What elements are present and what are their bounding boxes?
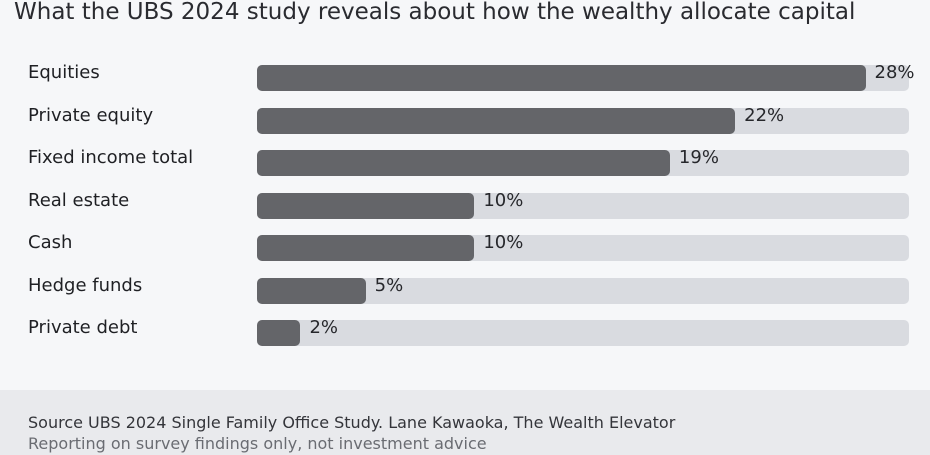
category-label: Private equity	[28, 104, 154, 126]
data-label: 19%	[678, 147, 719, 168]
category-label: Fixed income total	[28, 147, 194, 168]
bar-track	[257, 107, 909, 134]
category-label: Private debt	[28, 317, 138, 338]
bar-row: Real estate 10%	[0, 189, 930, 219]
category-label: Real estate	[28, 189, 130, 211]
disclaimer-text: Reporting on survey findings only, not i…	[28, 434, 487, 453]
bar-row: Fixed income total 19%	[0, 148, 930, 176]
bar-row: Equities 28%	[0, 63, 930, 91]
bar	[257, 192, 475, 219]
category-label: Cash	[28, 232, 73, 253]
bar-row: Private equity 22%	[0, 104, 930, 134]
bar	[257, 235, 475, 261]
bar-track	[257, 65, 909, 91]
category-label: Hedge funds	[28, 274, 143, 296]
source-text: Source UBS 2024 Single Family Office Stu…	[28, 413, 676, 432]
bar-track	[257, 277, 909, 304]
bar-track	[257, 320, 909, 346]
bar-track	[257, 192, 909, 219]
data-label: 22%	[744, 104, 785, 126]
data-label: 5%	[374, 274, 404, 296]
category-label: Equities	[28, 62, 100, 83]
bar	[257, 150, 670, 176]
bar	[257, 320, 301, 346]
data-label: 2%	[309, 317, 339, 338]
bar	[257, 277, 366, 304]
bar	[257, 65, 866, 91]
data-label: 10%	[483, 232, 524, 253]
data-label: 10%	[483, 189, 524, 211]
bar-track	[257, 235, 909, 261]
bar-track	[257, 150, 909, 176]
bar-row: Cash 10%	[0, 233, 930, 261]
bar-chart: Equities 28% Private equity 22% Fixed income…	[0, 63, 930, 346]
footer: Source UBS 2024 Single Family Office Stu…	[0, 390, 930, 455]
bar	[257, 107, 736, 134]
data-label: 28%	[874, 62, 915, 83]
chart-title: What the UBS 2024 study reveals about ho…	[14, 0, 856, 25]
bar-row: Private debt 2%	[0, 318, 930, 346]
bar-row: Hedge funds 5%	[0, 274, 930, 304]
